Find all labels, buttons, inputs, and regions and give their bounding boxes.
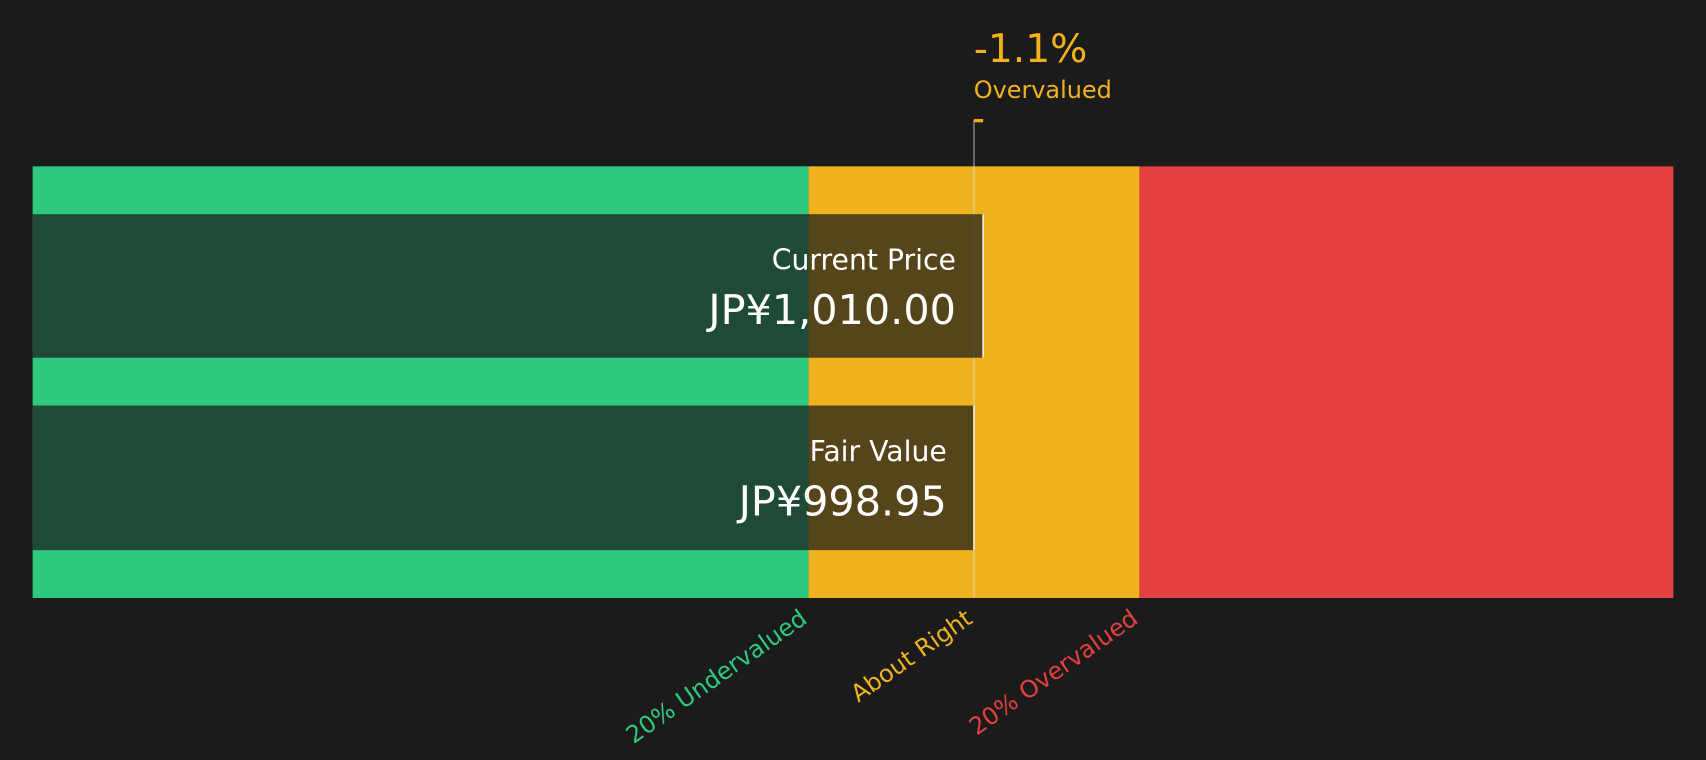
bar-value: JP¥1,010.00 xyxy=(705,286,956,334)
verdict: Overvalued xyxy=(974,76,1112,104)
bar-value: JP¥998.95 xyxy=(736,477,947,525)
percent: -1.1% xyxy=(974,27,1088,72)
price-bar xyxy=(32,214,984,358)
bar-label: Fair Value xyxy=(810,435,947,468)
zone xyxy=(1139,166,1674,598)
price-bar xyxy=(32,405,974,551)
bar-label: Current Price xyxy=(772,244,956,277)
bars: Current Price JP¥1,010.00 Fair Value JP¥998… xyxy=(32,214,984,551)
